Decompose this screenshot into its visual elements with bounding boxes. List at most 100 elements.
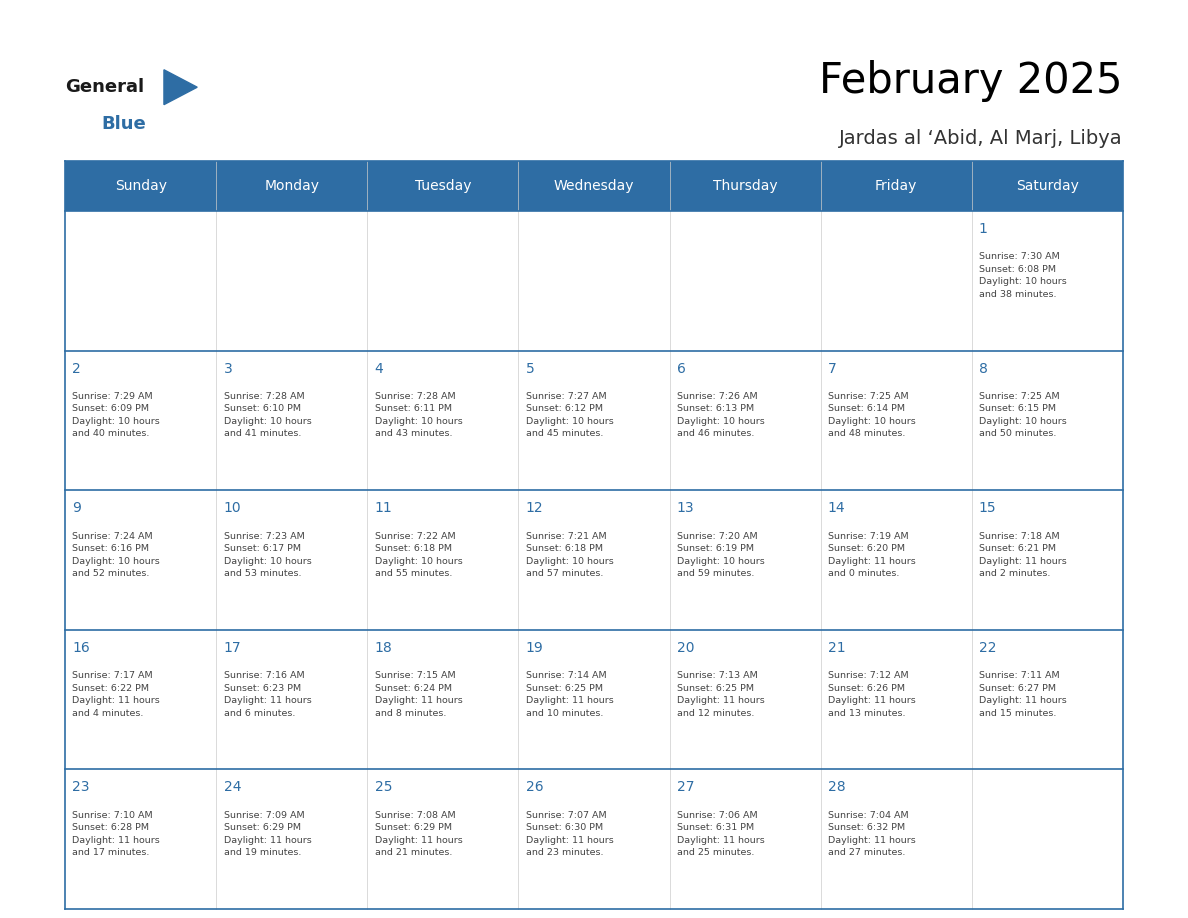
Text: Sunrise: 7:16 AM
Sunset: 6:23 PM
Daylight: 11 hours
and 6 minutes.: Sunrise: 7:16 AM Sunset: 6:23 PM Dayligh…	[223, 671, 311, 718]
Text: Sunrise: 7:10 AM
Sunset: 6:28 PM
Daylight: 11 hours
and 17 minutes.: Sunrise: 7:10 AM Sunset: 6:28 PM Dayligh…	[72, 811, 160, 857]
Bar	[670, 769, 821, 909]
Bar	[972, 769, 1123, 909]
Bar	[670, 490, 821, 630]
Text: 27: 27	[677, 780, 694, 794]
Text: Wednesday: Wednesday	[554, 179, 634, 193]
Text: Sunrise: 7:09 AM
Sunset: 6:29 PM
Daylight: 11 hours
and 19 minutes.: Sunrise: 7:09 AM Sunset: 6:29 PM Dayligh…	[223, 811, 311, 857]
Text: Sunrise: 7:17 AM
Sunset: 6:22 PM
Daylight: 11 hours
and 4 minutes.: Sunrise: 7:17 AM Sunset: 6:22 PM Dayligh…	[72, 671, 160, 718]
Text: 18: 18	[374, 641, 392, 655]
Text: 20: 20	[677, 641, 694, 655]
Text: 26: 26	[525, 780, 543, 794]
Text: 9: 9	[72, 501, 81, 515]
Bar	[972, 490, 1123, 630]
Text: Thursday: Thursday	[713, 179, 777, 193]
Text: Blue: Blue	[101, 115, 146, 132]
Text: Sunrise: 7:07 AM
Sunset: 6:30 PM
Daylight: 11 hours
and 23 minutes.: Sunrise: 7:07 AM Sunset: 6:30 PM Dayligh…	[525, 811, 613, 857]
Text: Saturday: Saturday	[1016, 179, 1079, 193]
Text: 22: 22	[979, 641, 997, 655]
Bar	[65, 490, 216, 630]
Text: Sunrise: 7:28 AM
Sunset: 6:10 PM
Daylight: 10 hours
and 41 minutes.: Sunrise: 7:28 AM Sunset: 6:10 PM Dayligh…	[223, 392, 311, 439]
Bar	[367, 769, 518, 909]
Text: 19: 19	[525, 641, 543, 655]
Bar	[670, 351, 821, 490]
Text: 15: 15	[979, 501, 997, 515]
Bar	[216, 351, 367, 490]
Text: 10: 10	[223, 501, 241, 515]
Bar	[821, 211, 972, 351]
Polygon shape	[164, 70, 197, 105]
Text: 2: 2	[72, 362, 81, 375]
Text: Sunrise: 7:20 AM
Sunset: 6:19 PM
Daylight: 10 hours
and 59 minutes.: Sunrise: 7:20 AM Sunset: 6:19 PM Dayligh…	[677, 532, 764, 578]
Bar	[518, 630, 670, 769]
Text: Sunday: Sunday	[115, 179, 166, 193]
Bar	[518, 351, 670, 490]
Text: 17: 17	[223, 641, 241, 655]
Text: Sunrise: 7:27 AM
Sunset: 6:12 PM
Daylight: 10 hours
and 45 minutes.: Sunrise: 7:27 AM Sunset: 6:12 PM Dayligh…	[525, 392, 613, 439]
Text: Sunrise: 7:19 AM
Sunset: 6:20 PM
Daylight: 11 hours
and 0 minutes.: Sunrise: 7:19 AM Sunset: 6:20 PM Dayligh…	[828, 532, 916, 578]
Bar	[821, 351, 972, 490]
Bar	[518, 211, 670, 351]
Bar	[216, 211, 367, 351]
Bar	[65, 351, 216, 490]
Bar	[216, 630, 367, 769]
Text: 25: 25	[374, 780, 392, 794]
Bar	[367, 211, 518, 351]
Text: Sunrise: 7:24 AM
Sunset: 6:16 PM
Daylight: 10 hours
and 52 minutes.: Sunrise: 7:24 AM Sunset: 6:16 PM Dayligh…	[72, 532, 160, 578]
Text: Sunrise: 7:04 AM
Sunset: 6:32 PM
Daylight: 11 hours
and 27 minutes.: Sunrise: 7:04 AM Sunset: 6:32 PM Dayligh…	[828, 811, 916, 857]
Bar	[518, 490, 670, 630]
Bar	[821, 769, 972, 909]
Bar	[821, 630, 972, 769]
Text: 1: 1	[979, 222, 987, 236]
Text: 13: 13	[677, 501, 694, 515]
Text: Sunrise: 7:12 AM
Sunset: 6:26 PM
Daylight: 11 hours
and 13 minutes.: Sunrise: 7:12 AM Sunset: 6:26 PM Dayligh…	[828, 671, 916, 718]
Text: 12: 12	[525, 501, 543, 515]
Text: Sunrise: 7:28 AM
Sunset: 6:11 PM
Daylight: 10 hours
and 43 minutes.: Sunrise: 7:28 AM Sunset: 6:11 PM Dayligh…	[374, 392, 462, 439]
Bar	[670, 211, 821, 351]
Text: 28: 28	[828, 780, 846, 794]
Bar	[65, 630, 216, 769]
Bar	[216, 490, 367, 630]
Text: 11: 11	[374, 501, 392, 515]
Text: Sunrise: 7:06 AM
Sunset: 6:31 PM
Daylight: 11 hours
and 25 minutes.: Sunrise: 7:06 AM Sunset: 6:31 PM Dayligh…	[677, 811, 764, 857]
Text: Tuesday: Tuesday	[415, 179, 472, 193]
Text: Friday: Friday	[874, 179, 917, 193]
Bar	[216, 769, 367, 909]
Text: 5: 5	[525, 362, 535, 375]
Bar	[670, 630, 821, 769]
Bar	[367, 630, 518, 769]
Text: Sunrise: 7:23 AM
Sunset: 6:17 PM
Daylight: 10 hours
and 53 minutes.: Sunrise: 7:23 AM Sunset: 6:17 PM Dayligh…	[223, 532, 311, 578]
Text: Sunrise: 7:18 AM
Sunset: 6:21 PM
Daylight: 11 hours
and 2 minutes.: Sunrise: 7:18 AM Sunset: 6:21 PM Dayligh…	[979, 532, 1067, 578]
Bar	[972, 630, 1123, 769]
Text: Jardas al ‘Abid, Al Marj, Libya: Jardas al ‘Abid, Al Marj, Libya	[839, 129, 1123, 148]
Text: Sunrise: 7:30 AM
Sunset: 6:08 PM
Daylight: 10 hours
and 38 minutes.: Sunrise: 7:30 AM Sunset: 6:08 PM Dayligh…	[979, 252, 1067, 299]
Text: Sunrise: 7:22 AM
Sunset: 6:18 PM
Daylight: 10 hours
and 55 minutes.: Sunrise: 7:22 AM Sunset: 6:18 PM Dayligh…	[374, 532, 462, 578]
Text: Sunrise: 7:25 AM
Sunset: 6:14 PM
Daylight: 10 hours
and 48 minutes.: Sunrise: 7:25 AM Sunset: 6:14 PM Dayligh…	[828, 392, 916, 439]
Text: Sunrise: 7:11 AM
Sunset: 6:27 PM
Daylight: 11 hours
and 15 minutes.: Sunrise: 7:11 AM Sunset: 6:27 PM Dayligh…	[979, 671, 1067, 718]
Text: Sunrise: 7:14 AM
Sunset: 6:25 PM
Daylight: 11 hours
and 10 minutes.: Sunrise: 7:14 AM Sunset: 6:25 PM Dayligh…	[525, 671, 613, 718]
Text: 24: 24	[223, 780, 241, 794]
Text: February 2025: February 2025	[820, 60, 1123, 102]
Bar	[65, 769, 216, 909]
Text: 6: 6	[677, 362, 685, 375]
Text: 4: 4	[374, 362, 384, 375]
Text: Sunrise: 7:29 AM
Sunset: 6:09 PM
Daylight: 10 hours
and 40 minutes.: Sunrise: 7:29 AM Sunset: 6:09 PM Dayligh…	[72, 392, 160, 439]
Text: General: General	[65, 78, 145, 95]
Bar	[518, 769, 670, 909]
Text: Sunrise: 7:08 AM
Sunset: 6:29 PM
Daylight: 11 hours
and 21 minutes.: Sunrise: 7:08 AM Sunset: 6:29 PM Dayligh…	[374, 811, 462, 857]
Bar	[972, 211, 1123, 351]
Bar	[821, 490, 972, 630]
Text: Sunrise: 7:26 AM
Sunset: 6:13 PM
Daylight: 10 hours
and 46 minutes.: Sunrise: 7:26 AM Sunset: 6:13 PM Dayligh…	[677, 392, 764, 439]
Text: 3: 3	[223, 362, 233, 375]
Bar	[65, 161, 1123, 211]
Bar	[972, 351, 1123, 490]
Text: Sunrise: 7:13 AM
Sunset: 6:25 PM
Daylight: 11 hours
and 12 minutes.: Sunrise: 7:13 AM Sunset: 6:25 PM Dayligh…	[677, 671, 764, 718]
Text: Sunrise: 7:21 AM
Sunset: 6:18 PM
Daylight: 10 hours
and 57 minutes.: Sunrise: 7:21 AM Sunset: 6:18 PM Dayligh…	[525, 532, 613, 578]
Text: Monday: Monday	[265, 179, 320, 193]
Bar	[367, 490, 518, 630]
Text: 23: 23	[72, 780, 90, 794]
Text: 21: 21	[828, 641, 846, 655]
Text: Sunrise: 7:25 AM
Sunset: 6:15 PM
Daylight: 10 hours
and 50 minutes.: Sunrise: 7:25 AM Sunset: 6:15 PM Dayligh…	[979, 392, 1067, 439]
Bar	[367, 351, 518, 490]
Text: 14: 14	[828, 501, 846, 515]
Text: 8: 8	[979, 362, 987, 375]
